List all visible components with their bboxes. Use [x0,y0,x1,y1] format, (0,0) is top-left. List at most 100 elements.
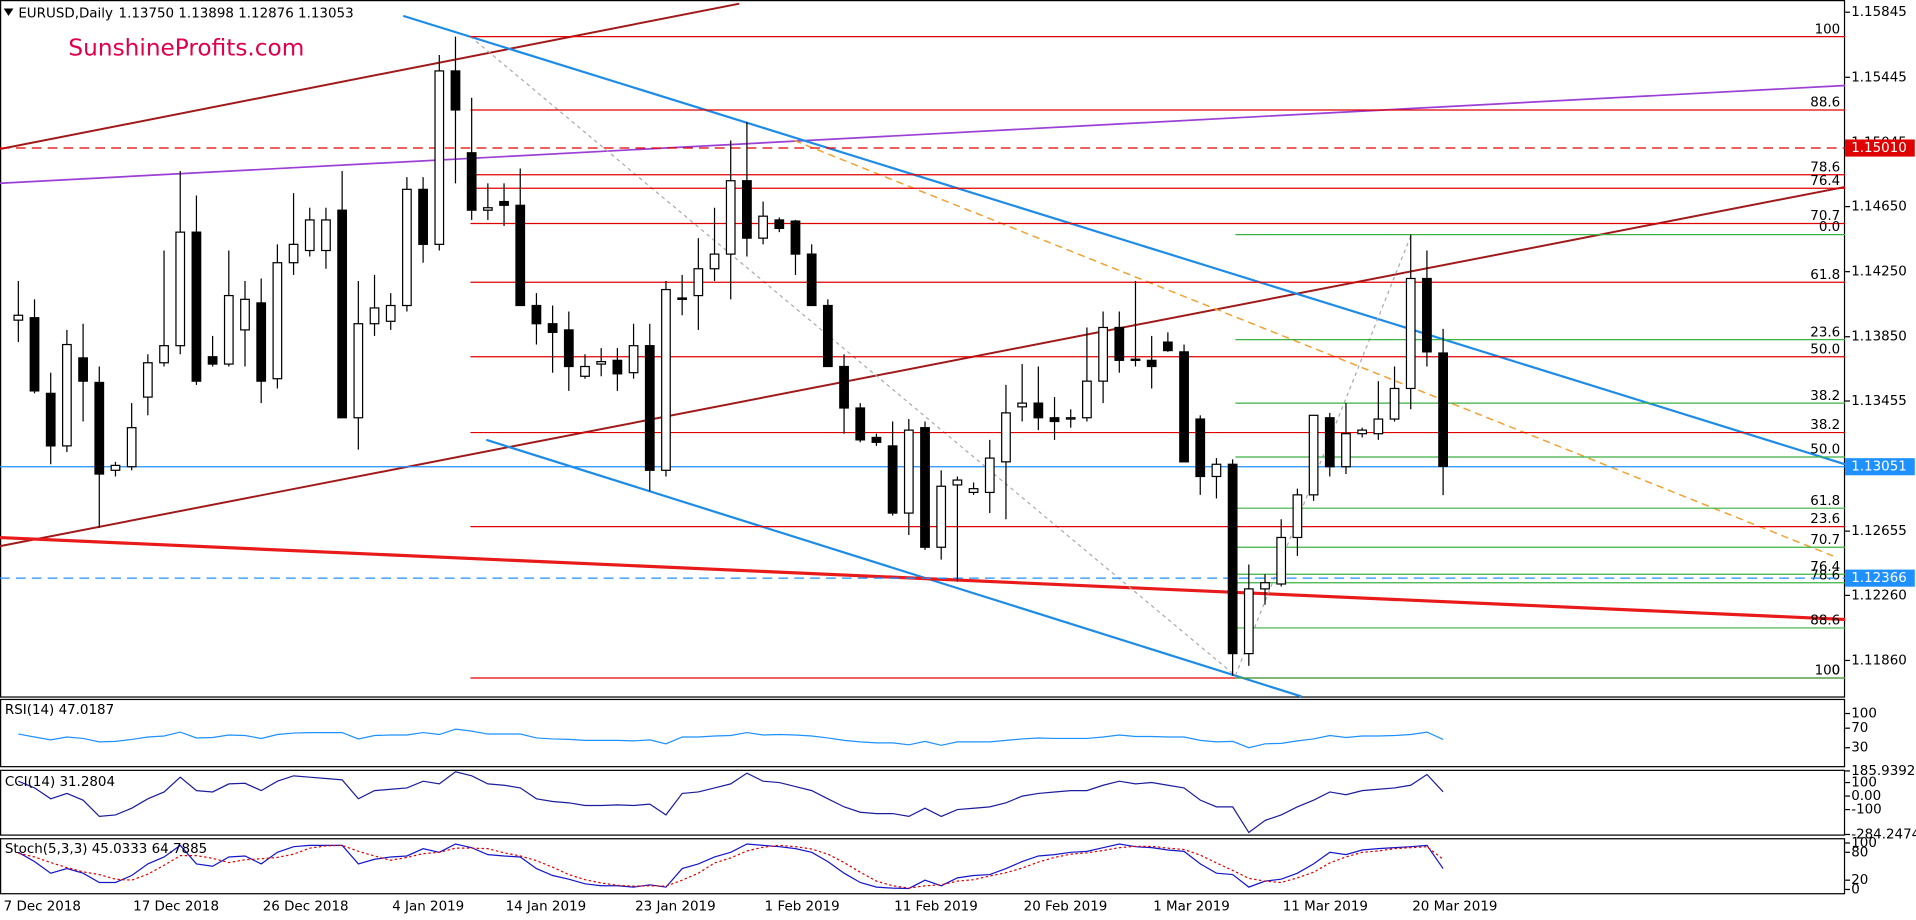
candle-body [304,219,315,252]
y-tick-label: 1.13455 [1851,394,1907,409]
x-tick-label: 1 Feb 2019 [765,900,840,915]
menu-arrow [3,8,14,16]
candle-body [628,345,639,374]
candle-body [142,362,153,398]
ohlc: 1.13750 1.13898 1.12876 1.13053 [119,6,354,21]
y-tick-label: 0 [1851,882,1860,897]
candle-body [1341,433,1351,468]
price-badge [1845,569,1915,587]
candle-body [612,359,623,375]
candle-body [1243,588,1254,655]
y-tick-label: 20 [1851,873,1868,888]
candle-body [644,345,655,471]
candle-body [920,427,930,548]
indicator-line [18,844,1444,889]
candle-body [337,209,348,419]
candle-body [1260,582,1270,590]
candle-body [1211,463,1222,478]
candle-body [418,188,428,245]
candle-body [1114,326,1125,361]
price-badge-label: 1.13051 [1851,460,1907,475]
y-tick-label: -100 [1851,803,1882,818]
candle-body [45,392,56,447]
y-tick-label: 1.12260 [1851,588,1907,603]
stoch-panel [0,838,1846,895]
fib-label: 70.7 [1810,209,1840,224]
candle-body [94,381,105,475]
candle-body [1033,402,1044,419]
candle-body [272,262,283,380]
candle-body [563,329,574,368]
candle-body [580,365,590,377]
y-tick-label: 1.14250 [1851,265,1907,280]
candle-body [1276,536,1287,585]
y-tick-label: 80 [1851,845,1868,860]
y-tick-label: 30 [1851,741,1868,756]
fib-label: 76.4 [1810,560,1840,575]
x-tick-label: 23 Jan 2019 [635,900,716,915]
candle-body [952,479,963,486]
candle-body [1422,277,1432,353]
watermark: SunshineProfits.com [68,34,304,61]
candle-body [482,207,493,211]
symbol: EURUSD,Daily [18,6,113,21]
x-tick-label: 11 Feb 2019 [894,900,978,915]
candle-body [1195,418,1206,478]
fib-label: 38.2 [1810,418,1840,433]
candle-body [790,220,801,255]
candle-body [207,356,218,365]
y-tick-label: 100 [1851,836,1877,851]
candle-body [774,219,785,230]
candle-body [693,268,704,297]
y-tick-label: 185.9392 [1851,764,1915,779]
fib-label: 23.6 [1810,512,1840,527]
indicator-title: Stoch(5,3,3) 45.0333 64.7885 [5,842,207,857]
indicator-title: RSI(14) 47.0187 [5,703,114,718]
candle-body [78,357,88,382]
fib-label: 61.8 [1810,268,1840,283]
fib-label: 100 [1815,22,1841,37]
candle-body [822,304,833,368]
candle-body [709,253,720,270]
fib-label: 78.6 [1810,568,1840,583]
candle-body [1146,359,1157,368]
fib-label: 76.4 [1810,174,1840,189]
candle-body [1405,277,1416,390]
candle-body [1130,358,1141,362]
fib-label: 88.6 [1810,614,1840,629]
trend-line [0,2,740,151]
x-tick-label: 4 Jan 2019 [392,900,464,915]
candle-body [1357,429,1368,435]
candle-body [240,298,250,331]
candle-body [175,231,186,347]
price-badge-label: 1.15010 [1851,141,1907,156]
candle-body [1324,417,1335,468]
main-panel [0,0,1846,698]
candle-body [1438,352,1448,468]
candle-body [758,215,768,239]
fib-label: 0 [1832,664,1841,679]
candle-body [547,323,558,333]
trend-line [793,139,1834,557]
x-tick-label: 20 Feb 2019 [1024,900,1108,915]
y-tick-label: 100 [1851,776,1877,791]
x-tick-label: 1 Mar 2019 [1153,900,1230,915]
candle-body [725,180,736,255]
y-tick-label: 1.14650 [1851,200,1907,215]
candle-body [13,314,24,321]
y-tick-label: 1.15445 [1851,70,1907,85]
indicator-title: CCI(14) 31.2804 [5,775,115,790]
candle-body [288,243,299,264]
price-badge [1845,458,1915,476]
candle-body [1227,463,1238,655]
candle-body [1389,387,1400,420]
candle-body [742,180,752,239]
candle-body [855,407,866,441]
candle-body [1065,417,1076,420]
fib-label: 100 [1815,664,1841,679]
candle-body [968,488,979,494]
x-tick-label: 11 Mar 2019 [1283,900,1368,915]
